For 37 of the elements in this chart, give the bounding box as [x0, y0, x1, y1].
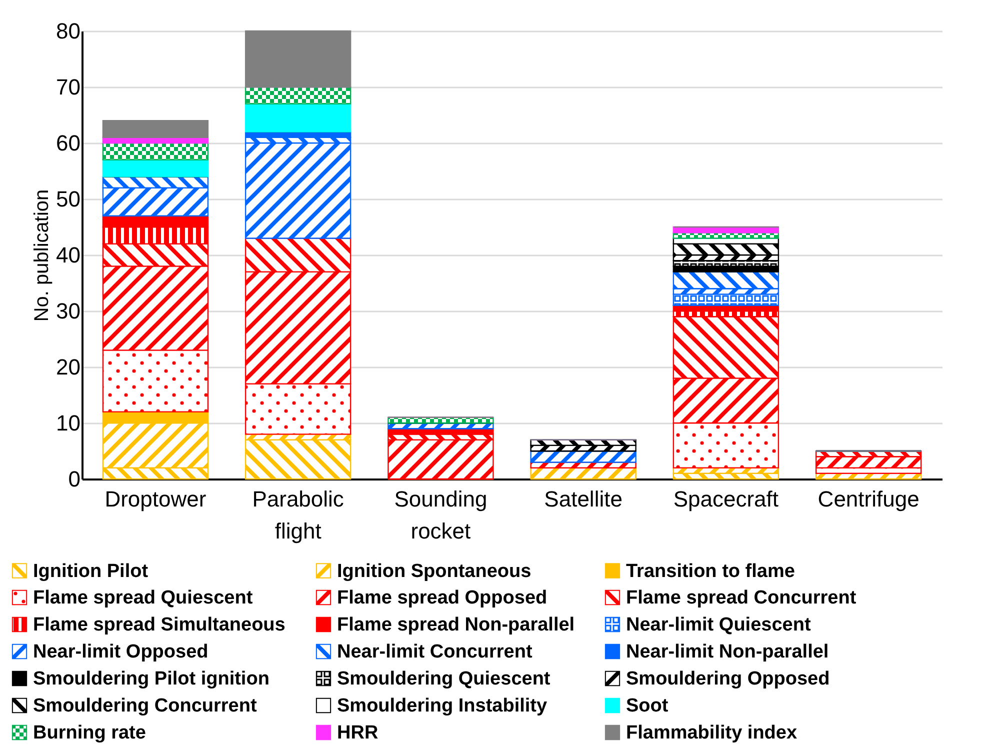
legend-label: Soot	[626, 696, 669, 716]
y-tick-label: 50	[56, 186, 80, 212]
legend-label: Smouldering Instability	[337, 696, 548, 716]
x-tick-label: Satellite	[544, 486, 622, 512]
y-tick-label: 40	[56, 242, 80, 268]
legend-label: Smouldering Opposed	[626, 668, 830, 690]
x-tick-label: Parabolic flight	[252, 486, 344, 544]
legend-label: Near-limit Concurrent	[337, 642, 533, 662]
y-tick-label: 70	[56, 74, 80, 100]
y-tick-label: 0	[68, 466, 80, 492]
legend-label: Burning rate	[33, 722, 146, 744]
legend-label: Smouldering Pilot ignition	[33, 668, 270, 690]
legend-label: Ignition Pilot	[33, 560, 149, 582]
legend-label: Near-limit Quiescent	[626, 614, 812, 636]
legend-label: Flame spread Opposed	[337, 588, 548, 608]
y-tick-label: 80	[56, 18, 80, 44]
x-tick-label: Droptower	[104, 486, 206, 512]
y-tick-label: 60	[56, 130, 80, 156]
x-tick-label: Centrifuge	[818, 486, 920, 512]
legend-label: Ignition Spontaneous	[337, 560, 532, 582]
legend-label: Flame spread Non-parallel	[337, 614, 575, 636]
legend-label: Smouldering Concurrent	[33, 696, 258, 716]
legend-label: Near-limit Non-parallel	[626, 642, 829, 662]
y-tick-label: 30	[56, 298, 80, 324]
x-tick-label: Spacecraft	[673, 486, 779, 512]
legend-label: Near-limit Opposed	[33, 642, 208, 662]
legend-label: Transition to flame	[626, 560, 795, 582]
y-axis-title: No. publication	[31, 189, 54, 322]
legend-label: Flame spread Simultaneous	[33, 614, 286, 636]
legend-label: HRR	[337, 722, 378, 744]
legend-label: Flame spread Concurrent	[626, 588, 857, 608]
legend-label: Flammability index	[626, 722, 798, 744]
legend-label: Smouldering Quiescent	[337, 668, 551, 690]
y-tick-label: 10	[56, 410, 80, 436]
legend-label: Flame spread Quiescent	[33, 588, 254, 608]
x-tick-label: Sounding rocket	[394, 486, 488, 544]
y-tick-label: 20	[56, 354, 80, 380]
